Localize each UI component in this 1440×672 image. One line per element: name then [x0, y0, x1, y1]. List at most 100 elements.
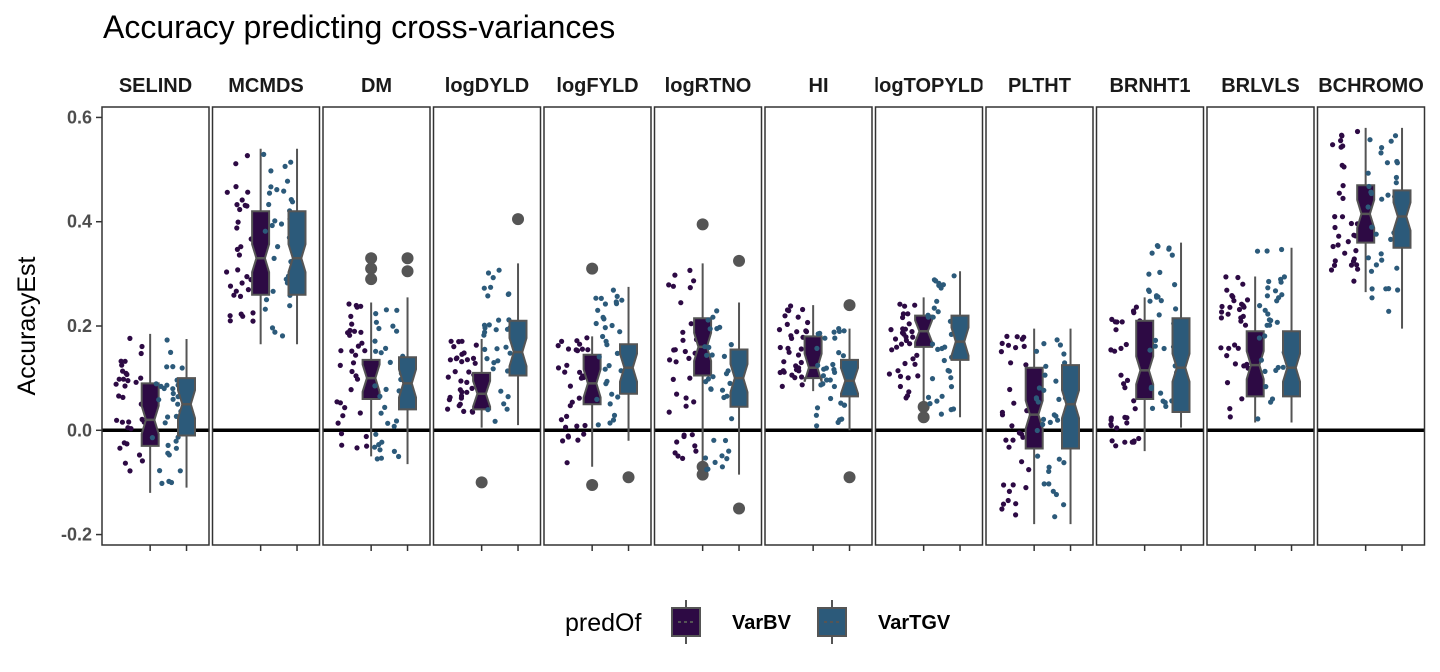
data-point — [1273, 367, 1279, 373]
data-point — [393, 418, 400, 424]
data-point — [1149, 250, 1155, 256]
data-point — [712, 459, 718, 465]
data-point — [358, 303, 364, 309]
data-point — [482, 329, 488, 335]
data-point — [709, 352, 715, 358]
data-point — [777, 344, 783, 351]
facet-strip-label: logTOPYLD — [874, 75, 985, 97]
data-point — [288, 159, 294, 165]
data-point — [493, 327, 499, 333]
data-point — [1026, 467, 1032, 473]
data-point — [610, 287, 617, 293]
data-point — [1123, 341, 1129, 348]
data-point — [373, 431, 379, 437]
data-point — [164, 382, 170, 388]
data-point — [378, 350, 384, 356]
outlier-point — [475, 476, 488, 489]
data-point — [383, 345, 389, 351]
data-point — [473, 342, 479, 348]
data-point — [454, 355, 460, 361]
data-point — [464, 379, 470, 385]
legend-key-box — [671, 607, 701, 637]
data-point — [680, 455, 686, 461]
data-point — [722, 437, 729, 444]
data-point — [1147, 298, 1153, 304]
data-point — [170, 396, 176, 402]
data-point — [496, 317, 502, 323]
data-point — [578, 375, 585, 381]
data-point — [345, 330, 351, 336]
data-point — [120, 368, 126, 374]
data-point — [1244, 297, 1251, 303]
data-point — [377, 393, 383, 399]
data-point — [270, 288, 276, 294]
data-point — [461, 350, 467, 356]
data-point — [555, 365, 562, 371]
outlier-point — [365, 252, 378, 265]
data-point — [938, 411, 945, 417]
data-point — [1042, 372, 1048, 378]
data-point — [832, 369, 838, 375]
data-point — [688, 321, 694, 327]
data-point — [900, 314, 906, 321]
data-point — [266, 190, 273, 196]
data-point — [1350, 258, 1357, 264]
data-point — [122, 383, 128, 389]
data-point — [950, 406, 957, 412]
data-point — [266, 201, 272, 208]
data-point — [231, 292, 237, 298]
data-point — [1354, 128, 1361, 135]
data-point — [1393, 174, 1399, 181]
data-point — [1278, 279, 1284, 285]
data-point — [670, 376, 676, 382]
data-point — [779, 383, 785, 389]
data-point — [1388, 236, 1394, 242]
chart-title: Accuracy predicting cross-variances — [103, 9, 615, 45]
outlier-point — [586, 479, 599, 492]
data-point — [149, 435, 155, 441]
data-point — [1054, 337, 1060, 343]
legend-title: predOf — [565, 609, 641, 637]
data-point — [278, 221, 285, 227]
data-point — [127, 468, 133, 474]
data-point — [686, 355, 692, 361]
data-point — [139, 343, 145, 350]
data-point — [349, 348, 355, 354]
data-point — [272, 218, 278, 224]
data-point — [1272, 288, 1279, 294]
data-point — [355, 343, 361, 349]
data-point — [948, 384, 955, 390]
data-point — [1342, 250, 1348, 256]
data-point — [666, 409, 672, 415]
data-point — [464, 389, 470, 395]
data-point — [999, 412, 1006, 418]
data-point — [339, 442, 345, 448]
box-varbv — [361, 358, 381, 400]
data-point — [1378, 150, 1384, 156]
data-point — [261, 151, 267, 157]
data-point — [678, 300, 684, 306]
data-point — [724, 456, 730, 462]
data-point — [234, 202, 240, 208]
data-point — [1332, 214, 1338, 220]
outlier-point — [917, 400, 930, 413]
data-point — [498, 388, 504, 394]
data-point — [600, 333, 606, 340]
data-point — [166, 452, 172, 458]
data-point — [116, 393, 122, 399]
data-point — [706, 344, 712, 350]
data-point — [714, 326, 720, 332]
data-point — [1330, 243, 1336, 250]
data-point — [692, 443, 698, 449]
facet-panel-border — [874, 106, 984, 546]
data-point — [138, 350, 144, 357]
data-point — [1369, 295, 1375, 301]
data-point — [927, 401, 933, 407]
data-point — [836, 328, 843, 334]
data-point — [1262, 368, 1268, 374]
data-point — [1332, 224, 1338, 231]
data-point — [721, 353, 728, 359]
data-point — [1331, 262, 1338, 268]
facet-strip-label: BCHROMO — [1318, 75, 1424, 97]
data-point — [164, 337, 170, 343]
